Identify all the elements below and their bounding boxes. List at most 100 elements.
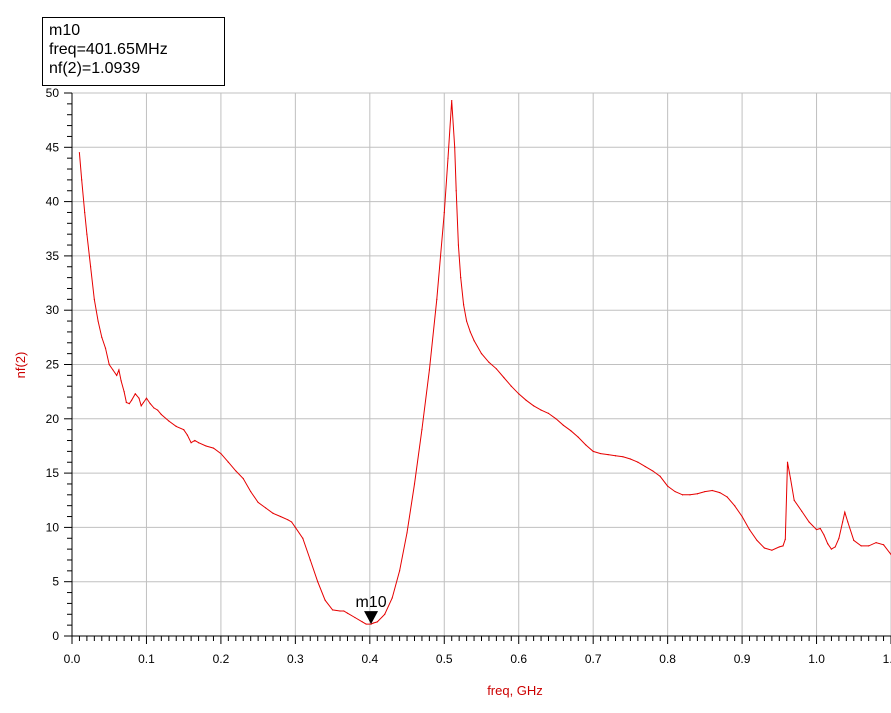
- data-point: [741, 515, 743, 518]
- data-point: [756, 539, 758, 542]
- data-point: [175, 425, 177, 428]
- data-point: [421, 429, 423, 431]
- data-point: [734, 505, 736, 507]
- data-point: [157, 409, 159, 411]
- data-point: [771, 549, 773, 551]
- data-point: [455, 190, 457, 192]
- data-point: [547, 412, 550, 414]
- data-point: [264, 507, 267, 509]
- data-point: [309, 559, 311, 561]
- data-point: [518, 393, 520, 395]
- x-tick-label: 0.4: [361, 652, 378, 666]
- y-tick-label: 20: [46, 412, 60, 426]
- data-point: [525, 399, 527, 401]
- data-point: [153, 407, 155, 409]
- x-axis-title: freq, GHz: [487, 683, 543, 698]
- data-point: [789, 477, 792, 480]
- data-point: [784, 538, 786, 540]
- data-point: [778, 546, 780, 548]
- data-point: [644, 465, 646, 468]
- data-point: [197, 442, 200, 444]
- data-point: [205, 445, 207, 447]
- data-point: [808, 521, 810, 523]
- data-point: [212, 447, 215, 449]
- data-point: [365, 623, 367, 625]
- x-tick-label: 0.3: [287, 652, 304, 666]
- data-point: [194, 439, 196, 442]
- data-point: [463, 304, 465, 306]
- y-tick-label: 15: [46, 466, 60, 480]
- data-point: [78, 152, 81, 154]
- marker-label: m10: [355, 594, 386, 611]
- data-point: [317, 581, 319, 583]
- data-point: [827, 543, 829, 545]
- data-point: [93, 298, 95, 300]
- data-point: [116, 374, 118, 376]
- data-point: [555, 418, 557, 420]
- data-point: [503, 376, 505, 379]
- data-point: [354, 616, 356, 619]
- data-point: [145, 397, 148, 399]
- data-point: [272, 512, 274, 514]
- data-point: [562, 424, 565, 426]
- data-point: [97, 320, 99, 322]
- data-point: [473, 340, 475, 342]
- data-point: [123, 391, 125, 393]
- data-point: [868, 545, 870, 547]
- data-point: [346, 612, 349, 614]
- data-point: [257, 501, 259, 504]
- data-point: [842, 521, 844, 523]
- data-point: [819, 527, 821, 530]
- marker-readout-box[interactable]: m10 freq=401.65MHz nf(2)=1.0939: [42, 17, 225, 86]
- y-axis-title: nf(2): [13, 352, 28, 379]
- data-point: [748, 528, 751, 531]
- data-point: [480, 353, 483, 355]
- data-point: [689, 494, 691, 496]
- data-point: [140, 405, 142, 407]
- x-tick-label: 0.7: [585, 652, 602, 666]
- data-point: [540, 409, 542, 411]
- y-tick-label: 5: [52, 575, 59, 589]
- marker-freq-readout: freq=401.65MHz: [49, 41, 168, 58]
- data-point: [142, 401, 145, 404]
- data-point: [413, 483, 416, 485]
- data-point: [118, 369, 120, 371]
- data-point: [457, 244, 460, 246]
- data-point: [376, 621, 378, 623]
- data-point: [128, 402, 130, 405]
- data-point: [495, 368, 497, 370]
- data-point: [629, 458, 632, 460]
- data-point: [294, 526, 296, 529]
- data-point: [125, 401, 127, 404]
- data-point: [149, 402, 151, 405]
- marker-triangle-icon: [364, 611, 379, 625]
- data-point: [108, 363, 110, 366]
- data-point: [447, 157, 449, 159]
- data-point: [834, 546, 836, 548]
- data-point: [585, 444, 587, 446]
- data-point: [460, 277, 462, 279]
- x-tick-label: 1.0: [808, 652, 825, 666]
- data-point: [726, 496, 728, 498]
- data-point: [782, 545, 784, 547]
- data-point: [652, 470, 654, 472]
- data-point: [667, 485, 669, 487]
- data-point: [279, 515, 282, 518]
- data-point: [577, 436, 579, 438]
- data-point: [838, 537, 840, 539]
- data-point: [84, 211, 86, 214]
- data-point: [763, 547, 766, 549]
- data-point: [823, 534, 825, 536]
- y-tick-label: 25: [46, 358, 60, 372]
- data-point: [81, 179, 83, 181]
- x-tick-label: 0.6: [510, 652, 527, 666]
- data-point: [454, 146, 456, 148]
- data-point: [235, 470, 237, 472]
- data-point: [138, 397, 140, 399]
- data-point: [291, 521, 293, 523]
- data-point: [302, 537, 304, 539]
- data-point: [86, 233, 88, 235]
- data-point: [860, 545, 862, 547]
- data-point: [696, 493, 699, 495]
- x-tick-label: 0.9: [734, 652, 751, 666]
